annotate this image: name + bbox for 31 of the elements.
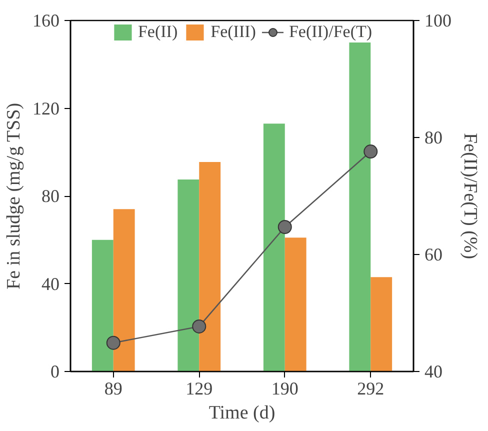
- bar: [349, 42, 371, 372]
- y2-axis-title: Fe(II)/Fe(T) (%): [460, 132, 480, 260]
- point: [106, 336, 120, 350]
- bar: [263, 124, 285, 372]
- point: [278, 220, 292, 234]
- legend-label: Fe(III): [210, 22, 256, 42]
- x-axis-title: Time (d): [208, 402, 276, 424]
- x-tick-label: 129: [186, 378, 213, 398]
- y-axis-title: Fe in sludge (mg/g TSS): [4, 102, 24, 290]
- bar: [370, 277, 392, 372]
- bar: [92, 240, 114, 372]
- bar: [113, 209, 135, 372]
- y2-tick-label: 80: [424, 128, 442, 148]
- y-tick-label: 80: [42, 186, 60, 206]
- bar: [178, 180, 200, 372]
- point: [364, 144, 378, 159]
- x-tick-label: 190: [271, 378, 298, 398]
- y2-tick-label: 100: [424, 10, 452, 30]
- x-tick-label: 89: [104, 378, 122, 398]
- bar: [199, 162, 221, 372]
- y2-tick-label: 60: [424, 244, 442, 264]
- legend-label: Fe(II): [138, 22, 178, 42]
- point: [192, 319, 206, 334]
- y-tick-label: 0: [50, 362, 60, 382]
- x-tick-label: 292: [357, 378, 384, 398]
- y-tick-label: 120: [32, 98, 60, 118]
- bar: [284, 238, 306, 372]
- y2-tick-label: 40: [424, 362, 442, 382]
- y-tick-label: 40: [42, 274, 60, 294]
- legend-label: Fe(II)/Fe(T): [288, 22, 372, 42]
- y-tick-label: 160: [32, 10, 60, 30]
